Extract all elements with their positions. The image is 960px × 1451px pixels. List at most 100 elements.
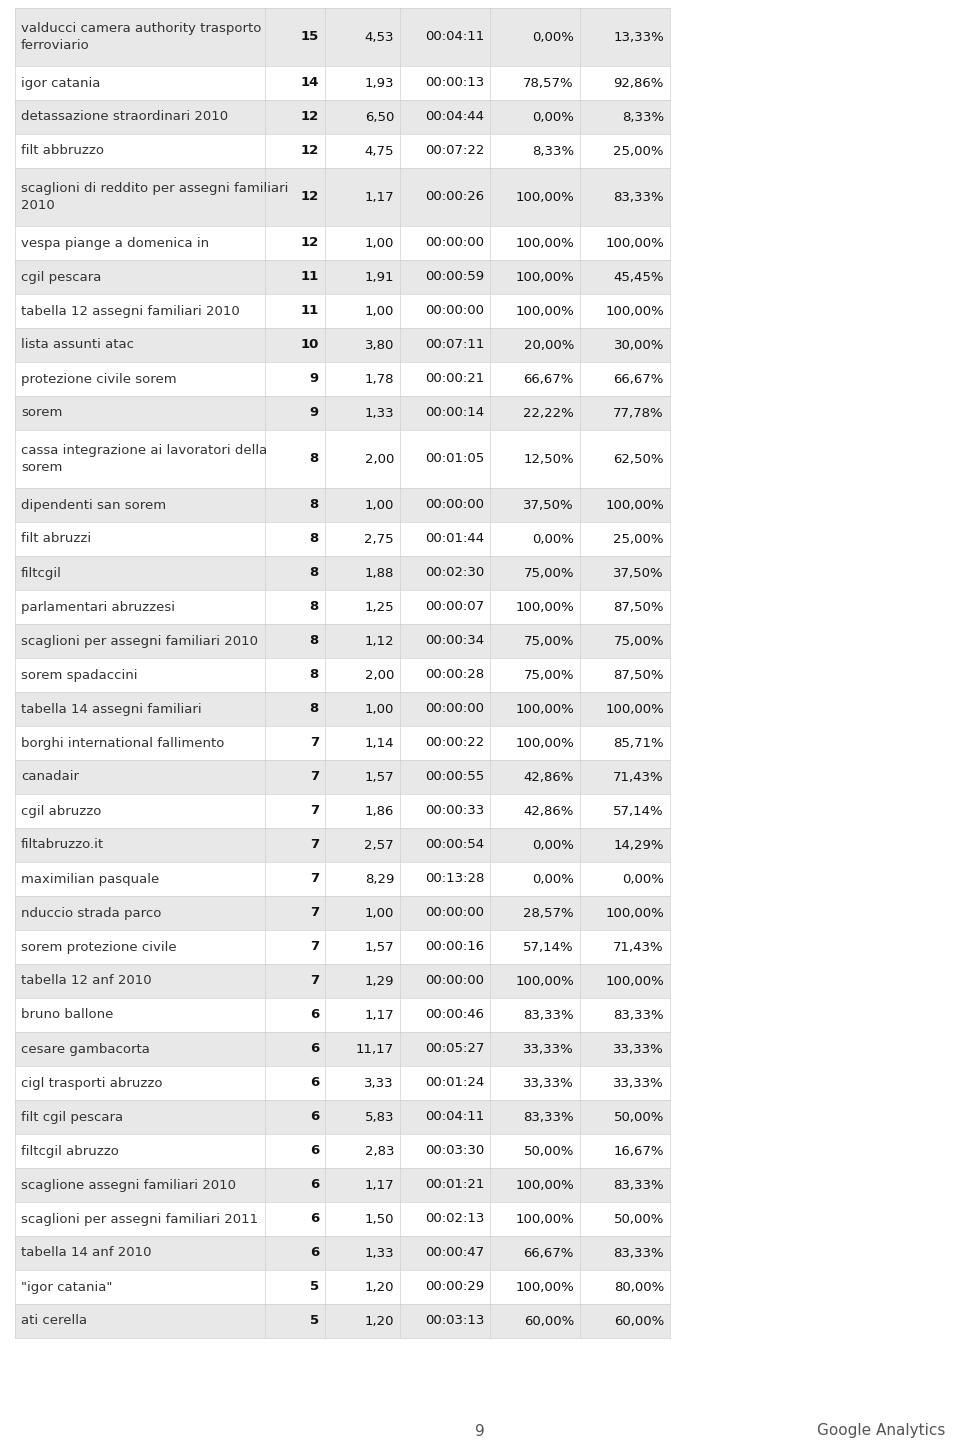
Text: 100,00%: 100,00% bbox=[516, 737, 574, 750]
Text: 7: 7 bbox=[310, 907, 319, 920]
Text: cgil abruzzo: cgil abruzzo bbox=[21, 804, 102, 817]
Text: 00:07:11: 00:07:11 bbox=[424, 338, 484, 351]
Text: 00:02:30: 00:02:30 bbox=[424, 566, 484, 579]
Text: 57,14%: 57,14% bbox=[613, 804, 664, 817]
Text: 1,57: 1,57 bbox=[365, 770, 394, 784]
Text: 1,88: 1,88 bbox=[365, 566, 394, 579]
Text: canadair: canadair bbox=[21, 770, 79, 784]
Text: 00:01:24: 00:01:24 bbox=[424, 1077, 484, 1090]
Text: 50,00%: 50,00% bbox=[523, 1145, 574, 1158]
Text: igor catania: igor catania bbox=[21, 77, 101, 90]
Text: 00:01:21: 00:01:21 bbox=[424, 1178, 484, 1191]
Text: 00:00:28: 00:00:28 bbox=[425, 669, 484, 682]
Text: 66,67%: 66,67% bbox=[523, 373, 574, 386]
Text: 1,25: 1,25 bbox=[365, 601, 394, 614]
Text: 66,67%: 66,67% bbox=[523, 1246, 574, 1259]
Text: 42,86%: 42,86% bbox=[523, 770, 574, 784]
Text: 2010: 2010 bbox=[21, 199, 55, 212]
Text: 1,14: 1,14 bbox=[365, 737, 394, 750]
Text: 100,00%: 100,00% bbox=[516, 601, 574, 614]
Text: 33,33%: 33,33% bbox=[613, 1042, 664, 1055]
Text: 28,57%: 28,57% bbox=[523, 907, 574, 920]
Text: 66,67%: 66,67% bbox=[613, 373, 664, 386]
Text: 83,33%: 83,33% bbox=[613, 190, 664, 203]
Text: 13,33%: 13,33% bbox=[613, 30, 664, 44]
Text: vespa piange a domenica in: vespa piange a domenica in bbox=[21, 237, 209, 250]
Text: 00:00:33: 00:00:33 bbox=[424, 804, 484, 817]
Text: 00:01:05: 00:01:05 bbox=[424, 453, 484, 466]
Text: 42,86%: 42,86% bbox=[523, 804, 574, 817]
Text: 00:00:14: 00:00:14 bbox=[425, 406, 484, 419]
Text: filtcgil abruzzo: filtcgil abruzzo bbox=[21, 1145, 119, 1158]
Text: 1,29: 1,29 bbox=[365, 975, 394, 988]
Text: 8: 8 bbox=[310, 533, 319, 546]
Text: 85,71%: 85,71% bbox=[613, 737, 664, 750]
Text: protezione civile sorem: protezione civile sorem bbox=[21, 373, 177, 386]
Bar bbox=[15, 260, 670, 295]
Text: 00:00:21: 00:00:21 bbox=[424, 373, 484, 386]
Text: 16,67%: 16,67% bbox=[613, 1145, 664, 1158]
Text: 75,00%: 75,00% bbox=[523, 669, 574, 682]
Text: 7: 7 bbox=[310, 770, 319, 784]
Text: 1,86: 1,86 bbox=[365, 804, 394, 817]
Bar bbox=[15, 657, 670, 692]
Text: 8: 8 bbox=[310, 499, 319, 512]
Text: cassa integrazione ai lavoratori della: cassa integrazione ai lavoratori della bbox=[21, 444, 267, 457]
Text: 6: 6 bbox=[310, 1110, 319, 1123]
Text: 100,00%: 100,00% bbox=[516, 270, 574, 283]
Text: 1,33: 1,33 bbox=[365, 406, 394, 419]
Text: 00:00:07: 00:00:07 bbox=[425, 601, 484, 614]
Text: 1,17: 1,17 bbox=[365, 1178, 394, 1191]
Text: 9: 9 bbox=[475, 1423, 485, 1438]
Text: 00:02:13: 00:02:13 bbox=[424, 1213, 484, 1226]
Bar bbox=[15, 829, 670, 862]
Text: 6,50: 6,50 bbox=[365, 110, 394, 123]
Text: 6: 6 bbox=[310, 1213, 319, 1226]
Bar bbox=[15, 692, 670, 726]
Text: 1,20: 1,20 bbox=[365, 1315, 394, 1328]
Bar bbox=[15, 897, 670, 930]
Text: 8: 8 bbox=[310, 566, 319, 579]
Text: 12: 12 bbox=[300, 190, 319, 203]
Text: 0,00%: 0,00% bbox=[532, 839, 574, 852]
Text: 8,29: 8,29 bbox=[365, 872, 394, 885]
Text: 37,50%: 37,50% bbox=[613, 566, 664, 579]
Text: 12: 12 bbox=[300, 237, 319, 250]
Bar bbox=[15, 591, 670, 624]
Text: 6: 6 bbox=[310, 1145, 319, 1158]
Text: "igor catania": "igor catania" bbox=[21, 1280, 112, 1293]
Text: 00:00:47: 00:00:47 bbox=[425, 1246, 484, 1259]
Text: 1,00: 1,00 bbox=[365, 499, 394, 512]
Text: 8: 8 bbox=[310, 453, 319, 466]
Text: 00:03:13: 00:03:13 bbox=[424, 1315, 484, 1328]
Text: 00:00:22: 00:00:22 bbox=[424, 737, 484, 750]
Text: 12: 12 bbox=[300, 145, 319, 158]
Text: 14: 14 bbox=[300, 77, 319, 90]
Text: 00:13:28: 00:13:28 bbox=[424, 872, 484, 885]
Bar bbox=[15, 1270, 670, 1304]
Bar bbox=[15, 1066, 670, 1100]
Text: 8: 8 bbox=[310, 601, 319, 614]
Text: 10: 10 bbox=[300, 338, 319, 351]
Text: 100,00%: 100,00% bbox=[605, 305, 664, 318]
Text: cgil pescara: cgil pescara bbox=[21, 270, 102, 283]
Text: 60,00%: 60,00% bbox=[524, 1315, 574, 1328]
Text: 8,33%: 8,33% bbox=[532, 145, 574, 158]
Text: 00:00:55: 00:00:55 bbox=[424, 770, 484, 784]
Text: 00:05:27: 00:05:27 bbox=[424, 1042, 484, 1055]
Text: 00:00:59: 00:00:59 bbox=[425, 270, 484, 283]
Bar bbox=[15, 295, 670, 328]
Text: 62,50%: 62,50% bbox=[613, 453, 664, 466]
Text: tabella 12 assegni familiari 2010: tabella 12 assegni familiari 2010 bbox=[21, 305, 240, 318]
Text: 100,00%: 100,00% bbox=[516, 1178, 574, 1191]
Text: 00:01:44: 00:01:44 bbox=[425, 533, 484, 546]
Bar bbox=[15, 9, 670, 65]
Text: 00:00:00: 00:00:00 bbox=[425, 305, 484, 318]
Text: 71,43%: 71,43% bbox=[613, 940, 664, 953]
Text: 75,00%: 75,00% bbox=[613, 634, 664, 647]
Text: cesare gambacorta: cesare gambacorta bbox=[21, 1042, 150, 1055]
Text: 100,00%: 100,00% bbox=[605, 702, 664, 715]
Text: 77,78%: 77,78% bbox=[613, 406, 664, 419]
Bar bbox=[15, 930, 670, 963]
Text: ferroviario: ferroviario bbox=[21, 39, 89, 52]
